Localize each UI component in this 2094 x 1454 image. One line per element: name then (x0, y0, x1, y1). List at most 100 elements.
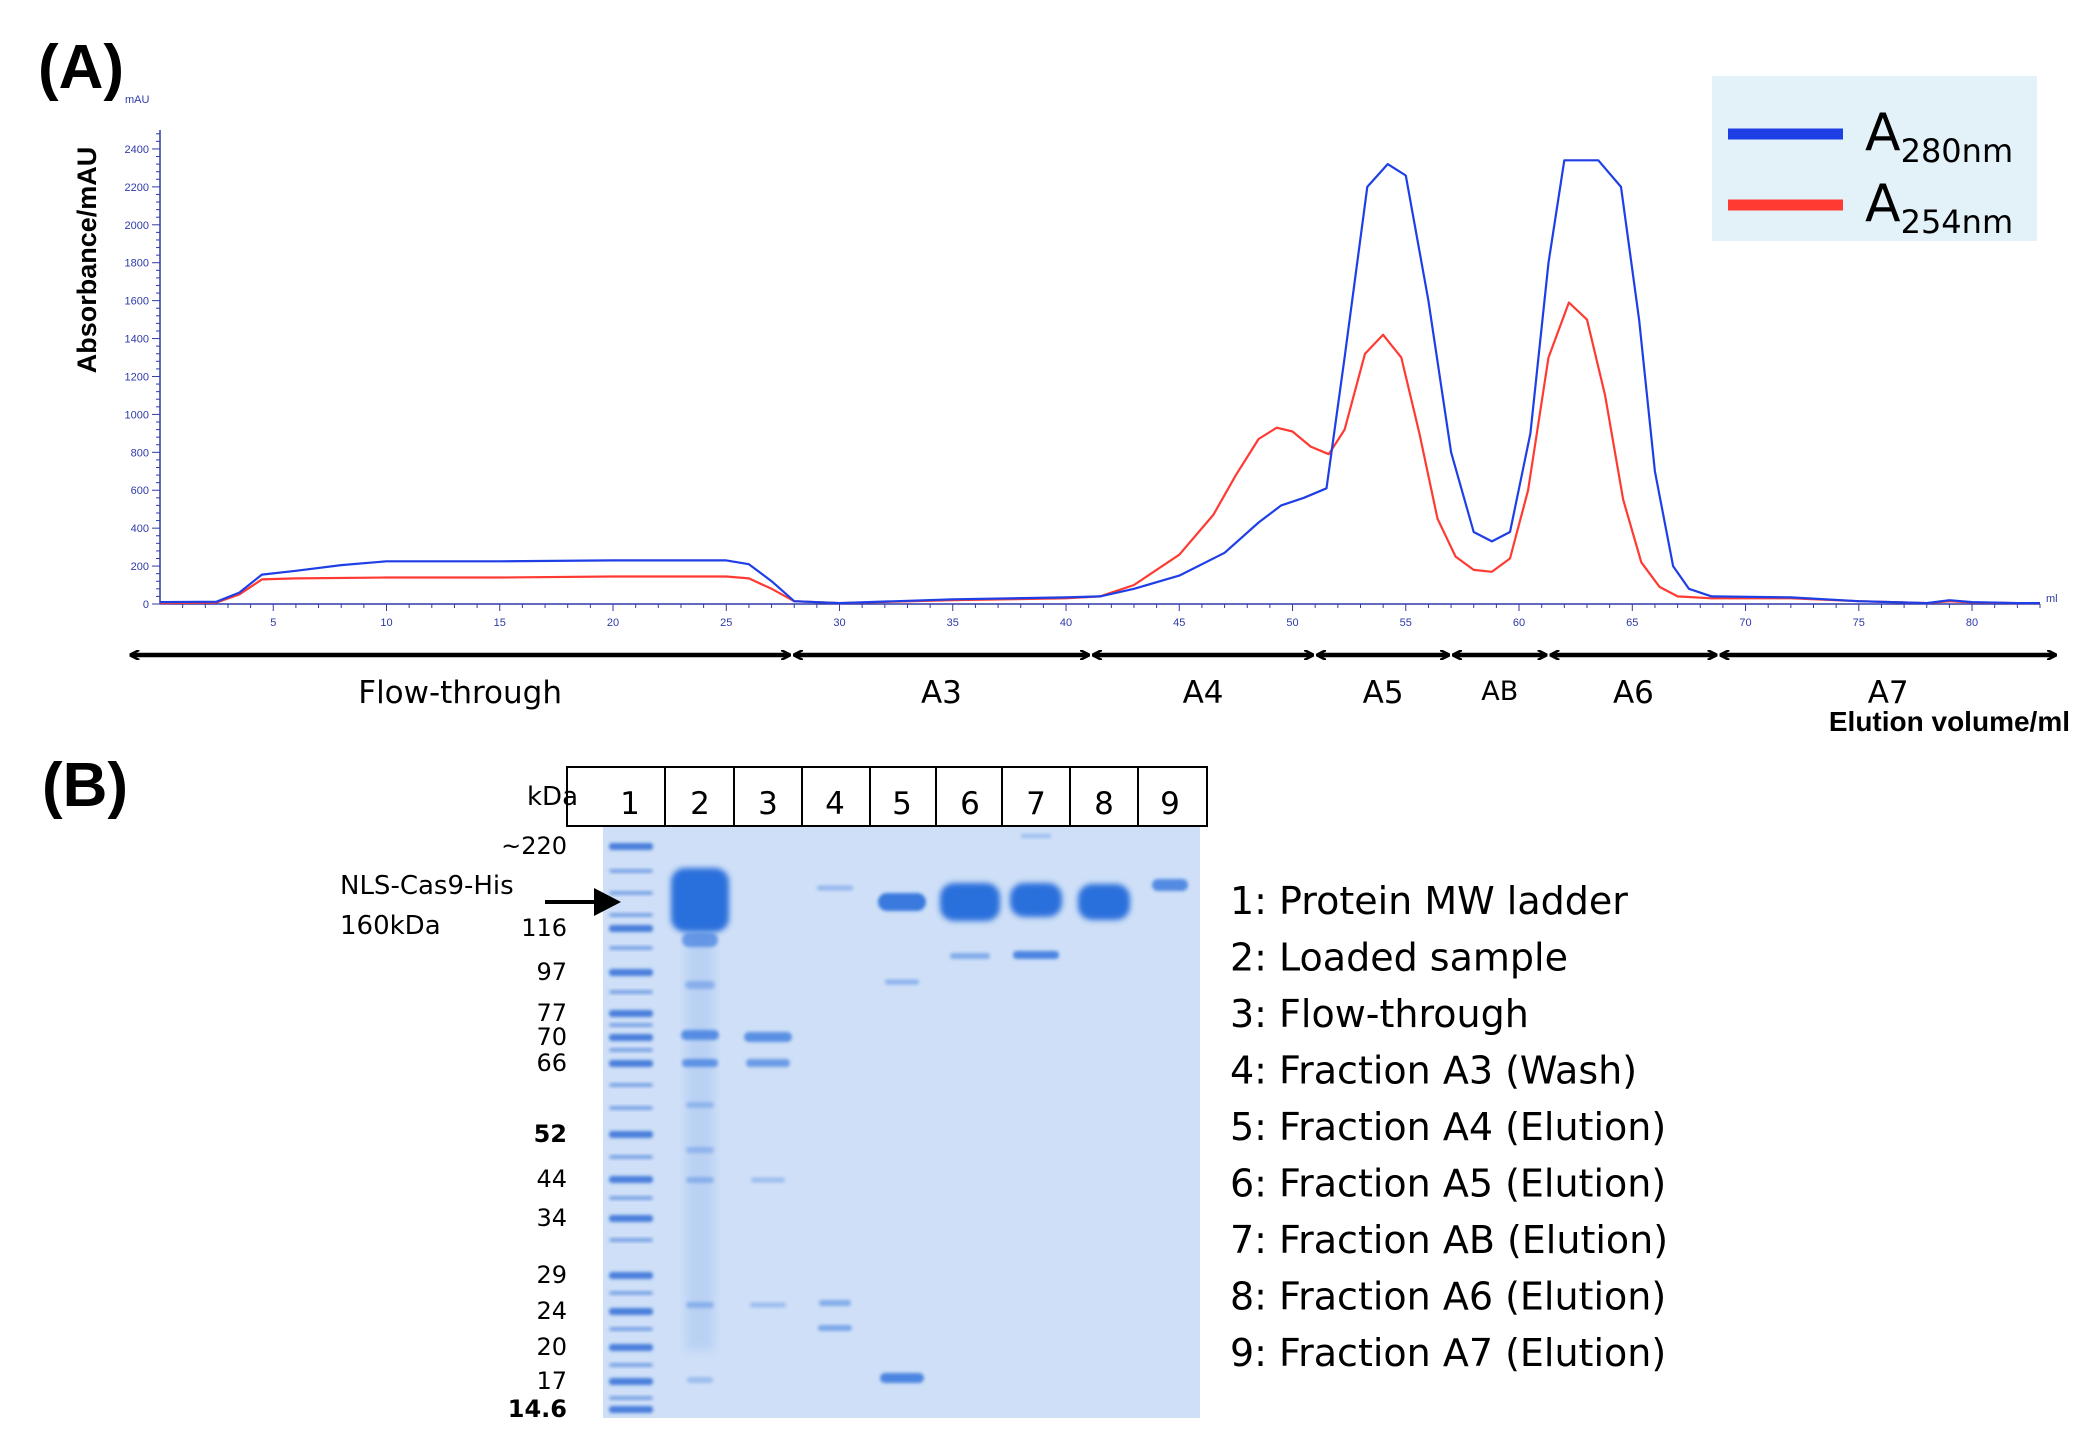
lane-number: 7 (1026, 786, 1046, 822)
gel-band (744, 1032, 792, 1042)
legend-a254-main: A (1865, 174, 1901, 234)
x-unit-label: ml (2046, 593, 2058, 605)
ladder-band (609, 869, 653, 873)
gel-band (818, 1325, 852, 1331)
ladder-band (609, 1106, 653, 1110)
ladder-band (609, 1048, 653, 1052)
series-line-a280nm (159, 159, 2040, 605)
ladder-band (609, 1327, 653, 1331)
marker-label: 29 (536, 1261, 567, 1289)
fraction-flow-through: Flow-through (131, 655, 789, 711)
legend-a254-sub: 254nm (1901, 203, 2014, 241)
marker-label: 66 (536, 1049, 567, 1077)
legend-entry-a254: A254nm (1865, 174, 2013, 241)
legend-entry-a280: A280nm (1865, 103, 2013, 170)
marker-label: 44 (536, 1165, 567, 1193)
fraction-label: A6 (1613, 675, 1654, 711)
y-tick-label: 1400 (125, 334, 149, 346)
lane-key-item: 1: Protein MW ladder (1230, 879, 1628, 923)
lane-number: 5 (892, 786, 912, 822)
marker-label: 77 (536, 999, 567, 1027)
ladder-band (609, 1363, 653, 1367)
y-tick-label: 0 (143, 599, 149, 611)
x-tick-label: 65 (1626, 617, 1638, 629)
x-tick-label: 70 (1739, 617, 1751, 629)
marker-label: 116 (521, 914, 567, 942)
lane-key-item: 5: Fraction A4 (Elution) (1230, 1105, 1666, 1149)
x-tick-label: 5 (270, 617, 276, 629)
fraction-label: A5 (1363, 675, 1404, 711)
x-tick-label: 75 (1853, 617, 1865, 629)
y-tick-label: 2400 (125, 144, 149, 156)
ladder-band (609, 1238, 653, 1242)
chromatogram-chart: 5 10 15 20 25 30 35 40 45 50 55 60 65 70 75 80 ml 0 200 400… (125, 130, 2058, 629)
y-unit-label: mAU (125, 94, 150, 106)
gel-band (940, 883, 1000, 921)
ladder-band (609, 1176, 653, 1183)
x-tick-label: 20 (607, 617, 619, 629)
marker-label: 97 (536, 958, 567, 986)
lane-key-item: 2: Loaded sample (1230, 936, 1568, 980)
fraction-label: A7 (1868, 675, 1909, 711)
y-tick-label: 1800 (125, 258, 149, 270)
sds-page-gel: 1 2 3 4 5 6 7 8 9kDa~220116977770665244342924201… (340, 766, 1208, 1423)
lane-number: 8 (1094, 786, 1114, 822)
gel-band (750, 1302, 786, 1308)
gel-band (687, 1377, 713, 1383)
target-band-arrow-head (594, 888, 621, 916)
ladder-band (609, 1396, 653, 1400)
fraction-label: A3 (921, 675, 962, 711)
y-tick-label: 1200 (125, 371, 149, 383)
x-tick-label: 25 (720, 617, 732, 629)
gel-band (1152, 879, 1188, 891)
marker-label: 34 (536, 1204, 567, 1232)
marker-label: 24 (536, 1297, 567, 1325)
lane-key-item: 3: Flow-through (1230, 992, 1529, 1036)
ladder-band (609, 1083, 653, 1087)
marker-label: ~220 (501, 832, 567, 860)
lane-key-item: 4: Fraction A3 (Wash) (1230, 1049, 1637, 1093)
x-tick-label: 60 (1513, 617, 1525, 629)
ladder-band (609, 1034, 653, 1041)
x-tick-label: 50 (1286, 617, 1298, 629)
y-tick-label: 200 (131, 561, 149, 573)
lane-key: 1: Protein MW ladder 2: Loaded sample 3: F… (1230, 879, 1668, 1375)
lane-smear (686, 930, 714, 1350)
target-protein-mw: 160kDa (340, 911, 441, 941)
x-tick-label: 80 (1966, 617, 1978, 629)
lane-number: 2 (690, 786, 710, 822)
lane-number: 4 (825, 786, 845, 822)
marker-label: 17 (536, 1367, 567, 1395)
marker-label: 70 (536, 1023, 567, 1051)
target-protein-name: NLS-Cas9-His (340, 871, 514, 901)
marker-label: 20 (536, 1333, 567, 1361)
gel-band (1021, 834, 1051, 838)
lane-number: 6 (960, 786, 980, 822)
lane-number: 3 (758, 786, 778, 822)
ladder-band (609, 1010, 653, 1017)
gel-band (746, 1059, 790, 1067)
y-tick-label: 2000 (125, 220, 149, 232)
y-tick-label: 2200 (125, 182, 149, 194)
marker-label: 14.6 (508, 1395, 567, 1423)
ladder-band (609, 1155, 653, 1159)
ladder-band (609, 843, 653, 850)
ladder-band (609, 891, 653, 895)
ladder-band (609, 1308, 653, 1315)
lane-number: 1 (620, 786, 640, 822)
legend-background (1712, 76, 2037, 241)
panel-a-label: (A) (38, 33, 124, 102)
gel-band (880, 1373, 924, 1383)
y-tick-label: 800 (131, 447, 149, 459)
ladder-band (609, 925, 653, 932)
gel-band (1010, 883, 1062, 917)
panel-b-label: (B) (42, 751, 128, 820)
ladder-band (609, 946, 653, 950)
gel-band (751, 1177, 785, 1183)
lane-number: 9 (1160, 786, 1180, 822)
lane-key-item: 9: Fraction A7 (Elution) (1230, 1331, 1666, 1375)
fraction-label: A4 (1183, 675, 1224, 711)
ladder-band (609, 913, 653, 917)
fraction-arrows: Flow-through A3 A4 A5 AB A6 A7 (131, 655, 2055, 711)
